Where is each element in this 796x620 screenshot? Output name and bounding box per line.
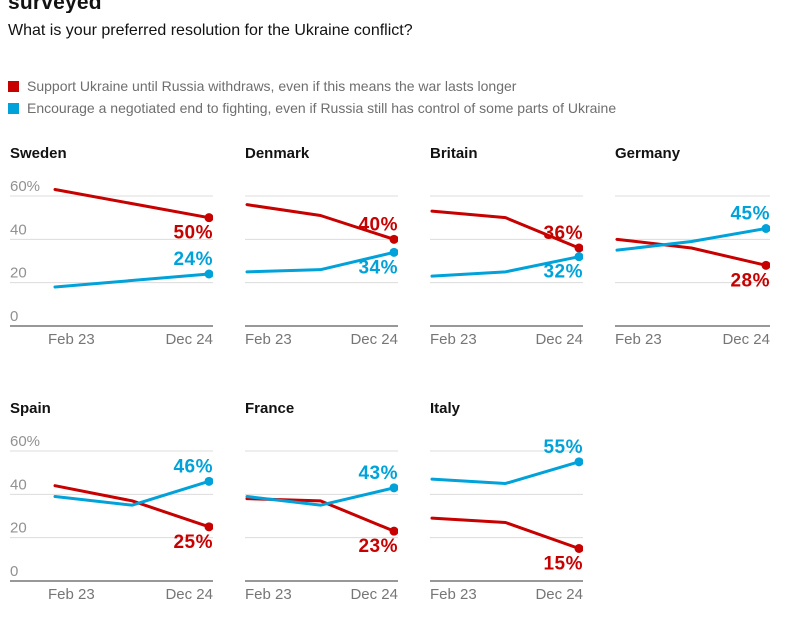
chart-row-2: Spain 60% 40 20 0 25% 46% Feb 23 Dec 24 France 23%… xyxy=(10,399,796,610)
x-tick-label-end: Dec 24 xyxy=(165,586,213,603)
x-tick-label-start: Feb 23 xyxy=(430,331,477,348)
blue-value-label: 24% xyxy=(173,249,213,270)
blue-value-label: 34% xyxy=(358,257,398,278)
y-tick-label: 20 xyxy=(10,520,27,537)
blue-endpoint-dot xyxy=(204,269,214,279)
chart-italy: Italy 15% 55% Feb 23 Dec 24 xyxy=(430,399,584,610)
x-tick-label-end: Dec 24 xyxy=(350,586,398,603)
chart-denmark: Denmark 40% 34% Feb 23 Dec 24 xyxy=(245,144,399,355)
red-series-line xyxy=(53,484,211,529)
blue-series-line xyxy=(53,479,211,507)
x-tick-label-start: Feb 23 xyxy=(48,331,95,348)
blue-series-line xyxy=(430,460,581,485)
blue-value-label: 43% xyxy=(358,463,398,484)
red-series-line xyxy=(430,516,581,550)
chart-title: Germany xyxy=(615,145,681,162)
legend-item-negotiated-end: Encourage a negotiated end to fighting, … xyxy=(8,100,796,116)
red-series-line xyxy=(53,187,211,220)
blue-series-line xyxy=(245,250,396,274)
x-tick-label-start: Feb 23 xyxy=(245,331,292,348)
x-tick-label-end: Dec 24 xyxy=(350,331,398,348)
blue-endpoint-dot xyxy=(761,223,771,233)
clipped-headline: surveyed xyxy=(0,0,796,13)
blue-endpoint-dot xyxy=(574,457,584,467)
chart-sweden: Sweden 60% 40 20 0 50% 24% Feb 23 Dec 24 xyxy=(10,144,214,355)
x-tick-label-end: Dec 24 xyxy=(535,331,583,348)
y-tick-label: 0 xyxy=(10,308,18,325)
legend: Support Ukraine until Russia withdraws, … xyxy=(8,78,796,116)
y-tick-label: 20 xyxy=(10,265,27,282)
x-tick-label-end: Dec 24 xyxy=(535,586,583,603)
chart-subtitle: What is your preferred resolution for th… xyxy=(8,22,413,39)
x-tick-label-end: Dec 24 xyxy=(722,331,770,348)
blue-endpoint-dot xyxy=(574,252,584,262)
red-endpoint-dot xyxy=(389,526,399,536)
chart-spain-plot: Spain 60% 40 20 0 25% 46% Feb 23 Dec 24 xyxy=(10,400,214,603)
y-tick-label: 60% xyxy=(10,178,40,195)
blue-series-line xyxy=(615,226,768,252)
blue-value-label: 46% xyxy=(173,456,213,477)
chart-britain-plot: Britain 36% 32% Feb 23 Dec 24 xyxy=(430,145,584,348)
x-tick-label-start: Feb 23 xyxy=(615,331,662,348)
blue-series-line xyxy=(430,255,581,278)
legend-label: Support Ukraine until Russia withdraws, … xyxy=(27,78,517,94)
red-endpoint-dot xyxy=(204,213,214,223)
red-series-line xyxy=(245,203,396,241)
red-value-label: 25% xyxy=(173,532,213,553)
blue-value-label: 45% xyxy=(730,203,770,224)
red-series-line xyxy=(615,237,768,267)
red-series-line xyxy=(430,209,581,250)
blue-value-label: 32% xyxy=(543,262,583,283)
blue-series-line xyxy=(53,272,211,289)
chart-title: Italy xyxy=(430,400,461,417)
blue-endpoint-dot xyxy=(204,476,214,486)
small-multiples: Sweden 60% 40 20 0 50% 24% Feb 23 Dec 24 Denmark 4… xyxy=(0,144,796,610)
x-tick-label-start: Feb 23 xyxy=(245,586,292,603)
blue-series-line xyxy=(245,486,396,507)
chart-denmark-plot: Denmark 40% 34% Feb 23 Dec 24 xyxy=(245,145,399,348)
red-endpoint-dot xyxy=(574,543,584,553)
red-value-label: 50% xyxy=(173,223,213,244)
legend-label: Encourage a negotiated end to fighting, … xyxy=(27,100,617,116)
blue-endpoint-dot xyxy=(389,483,399,493)
red-value-label: 36% xyxy=(543,223,583,244)
chart-france-plot: France 23% 43% Feb 23 Dec 24 xyxy=(245,400,399,603)
chart-italy-plot: Italy 15% 55% Feb 23 Dec 24 xyxy=(430,400,584,603)
chart-title: Spain xyxy=(10,400,51,417)
chart-title: Britain xyxy=(430,145,478,162)
red-endpoint-dot xyxy=(761,260,771,270)
x-tick-label-end: Dec 24 xyxy=(165,331,213,348)
headline-text: surveyed xyxy=(8,0,102,13)
chart-germany: Germany 28% 45% Feb 23 Dec 24 xyxy=(615,144,771,355)
red-series-line xyxy=(245,497,396,533)
y-tick-label: 0 xyxy=(10,563,18,580)
red-endpoint-dot xyxy=(389,234,399,244)
red-endpoint-dot xyxy=(574,243,584,253)
red-value-label: 23% xyxy=(358,536,398,557)
y-tick-label: 40 xyxy=(10,476,27,493)
chart-sweden-plot: Sweden 60% 40 20 0 50% 24% Feb 23 Dec 24 xyxy=(10,145,214,348)
red-value-label: 15% xyxy=(543,553,583,574)
chart-germany-plot: Germany 28% 45% Feb 23 Dec 24 xyxy=(615,145,771,348)
chart-spain: Spain 60% 40 20 0 25% 46% Feb 23 Dec 24 xyxy=(10,399,214,610)
x-tick-label-start: Feb 23 xyxy=(430,586,477,603)
legend-swatch-blue xyxy=(8,102,19,114)
y-tick-label: 60% xyxy=(10,433,40,450)
blue-value-label: 55% xyxy=(543,437,583,458)
x-tick-label-start: Feb 23 xyxy=(48,586,95,603)
chart-row-1: Sweden 60% 40 20 0 50% 24% Feb 23 Dec 24 Denmark 4… xyxy=(10,144,796,355)
blue-endpoint-dot xyxy=(389,247,399,257)
legend-item-support-ukraine: Support Ukraine until Russia withdraws, … xyxy=(8,78,796,94)
red-endpoint-dot xyxy=(204,522,214,532)
chart-title: Denmark xyxy=(245,145,310,162)
y-tick-label: 40 xyxy=(10,221,27,238)
chart-france: France 23% 43% Feb 23 Dec 24 xyxy=(245,399,399,610)
red-value-label: 40% xyxy=(358,214,398,235)
chart-title: France xyxy=(245,400,294,417)
chart-title: Sweden xyxy=(10,145,67,162)
red-value-label: 28% xyxy=(730,270,770,291)
legend-swatch-red xyxy=(8,80,19,92)
chart-britain: Britain 36% 32% Feb 23 Dec 24 xyxy=(430,144,584,355)
